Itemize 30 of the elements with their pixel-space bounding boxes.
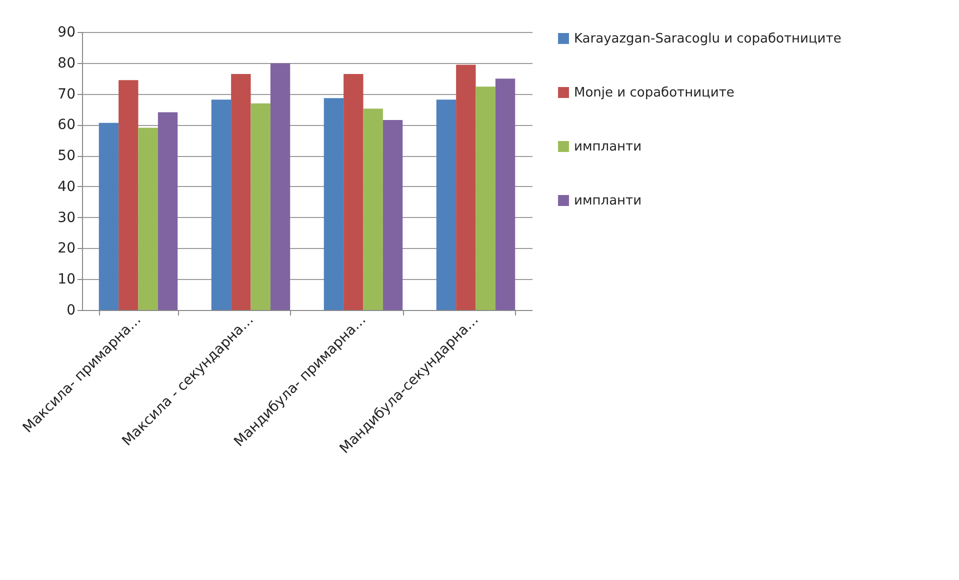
legend-label: импланти	[574, 140, 642, 154]
bar	[382, 120, 403, 310]
bar	[363, 108, 383, 310]
bar	[344, 74, 364, 310]
bar	[436, 100, 456, 310]
y-tick-label: 90	[58, 24, 76, 40]
bar	[231, 74, 251, 310]
legend-label: Monje и соработниците	[574, 86, 734, 100]
y-tick-label: 70	[58, 86, 76, 102]
y-tick-label: 80	[58, 55, 76, 72]
bar	[476, 86, 496, 310]
bar	[270, 63, 290, 310]
bar	[118, 80, 138, 310]
y-tick-label: 10	[58, 272, 76, 288]
bar	[98, 122, 119, 310]
bar	[138, 128, 158, 310]
y-tick-label: 40	[58, 178, 76, 195]
bar	[158, 112, 178, 310]
y-tick-label: 60	[58, 117, 76, 134]
legend-label: Karayazgan-Saracoglu и соработниците	[574, 32, 842, 46]
y-tick-label: 30	[58, 210, 76, 226]
bar	[324, 98, 344, 310]
bar	[495, 78, 516, 310]
legend-label: импланти	[574, 194, 642, 208]
y-tick-label: 50	[58, 148, 76, 164]
bar	[250, 103, 270, 310]
y-tick-label: 0	[66, 302, 76, 318]
y-tick-label: 20	[58, 240, 76, 257]
bar	[456, 64, 476, 310]
bar	[211, 100, 232, 310]
